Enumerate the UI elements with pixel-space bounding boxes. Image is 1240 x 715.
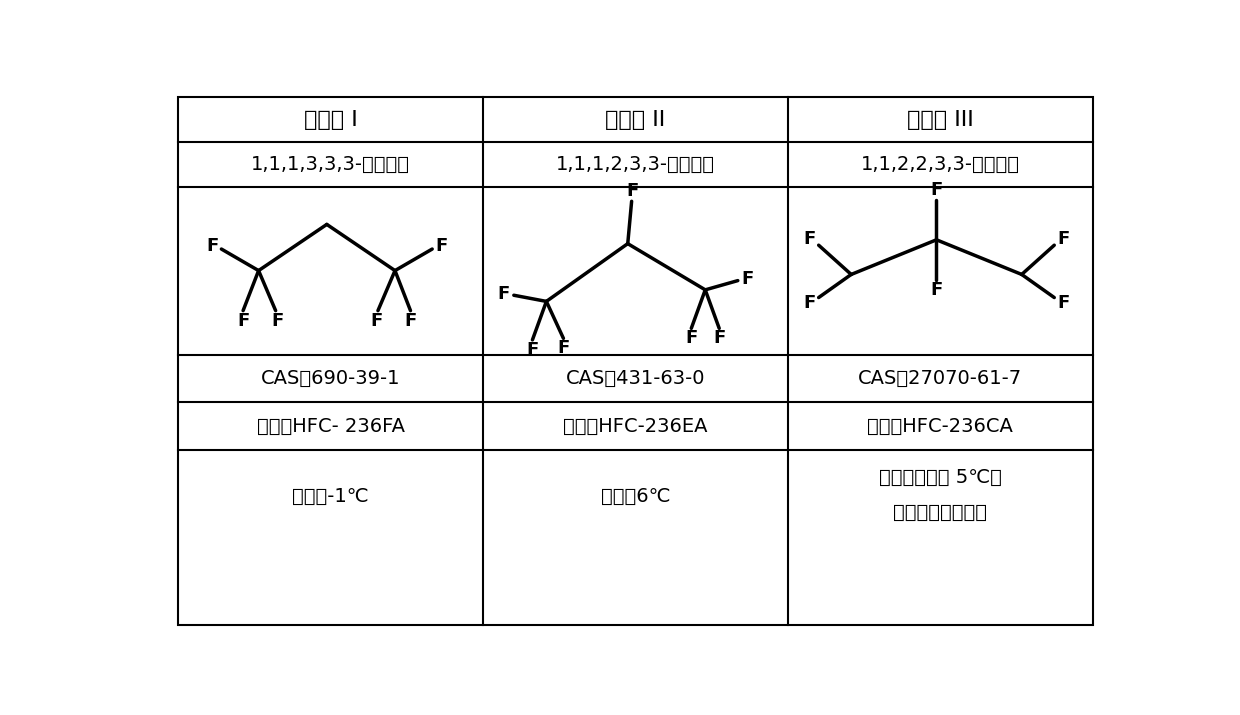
Text: 1,1,2,2,3,3-六氟丙烷: 1,1,2,2,3,3-六氟丙烷 — [861, 155, 1019, 174]
Text: F: F — [497, 285, 510, 303]
Text: F: F — [371, 312, 382, 330]
Text: F: F — [930, 281, 942, 299]
Text: F: F — [930, 181, 942, 199]
Text: 异构体 III: 异构体 III — [906, 109, 973, 129]
Text: F: F — [742, 270, 754, 288]
Text: CAS：690-39-1: CAS：690-39-1 — [260, 369, 401, 388]
Text: 异构体 I: 异构体 I — [304, 109, 357, 129]
Text: CAS：27070-61-7: CAS：27070-61-7 — [858, 369, 1023, 388]
Text: F: F — [404, 312, 417, 330]
Text: 代号：HFC- 236FA: 代号：HFC- 236FA — [257, 417, 404, 435]
Text: F: F — [206, 237, 218, 255]
Text: 代号：HFC-236CA: 代号：HFC-236CA — [868, 417, 1013, 435]
Text: 1,1,1,3,3,3-六氟丙烷: 1,1,1,3,3,3-六氟丙烷 — [252, 155, 410, 174]
Text: 国际标准库未探明: 国际标准库未探明 — [893, 503, 987, 523]
Text: CAS：431-63-0: CAS：431-63-0 — [565, 369, 706, 388]
Text: F: F — [272, 312, 283, 330]
Text: F: F — [237, 312, 249, 330]
Text: 异构体 II: 异构体 II — [605, 109, 666, 129]
Text: F: F — [804, 294, 816, 312]
Text: F: F — [526, 341, 538, 359]
Text: F: F — [557, 340, 569, 358]
Text: F: F — [713, 330, 725, 347]
Text: F: F — [1058, 294, 1070, 312]
Text: 永点：6℃: 永点：6℃ — [600, 487, 671, 506]
Text: F: F — [435, 237, 448, 255]
Text: 永点：-1℃: 永点：-1℃ — [293, 487, 370, 506]
Text: F: F — [686, 330, 697, 347]
Text: F: F — [1058, 230, 1070, 248]
Text: F: F — [626, 182, 639, 200]
Text: F: F — [804, 230, 816, 248]
Text: 1,1,1,2,3,3-六氟丙烷: 1,1,1,2,3,3-六氟丙烷 — [556, 155, 715, 174]
Text: 代号：HFC-236EA: 代号：HFC-236EA — [563, 417, 708, 435]
Text: 永点：网络标 5℃，: 永点：网络标 5℃， — [879, 468, 1002, 487]
